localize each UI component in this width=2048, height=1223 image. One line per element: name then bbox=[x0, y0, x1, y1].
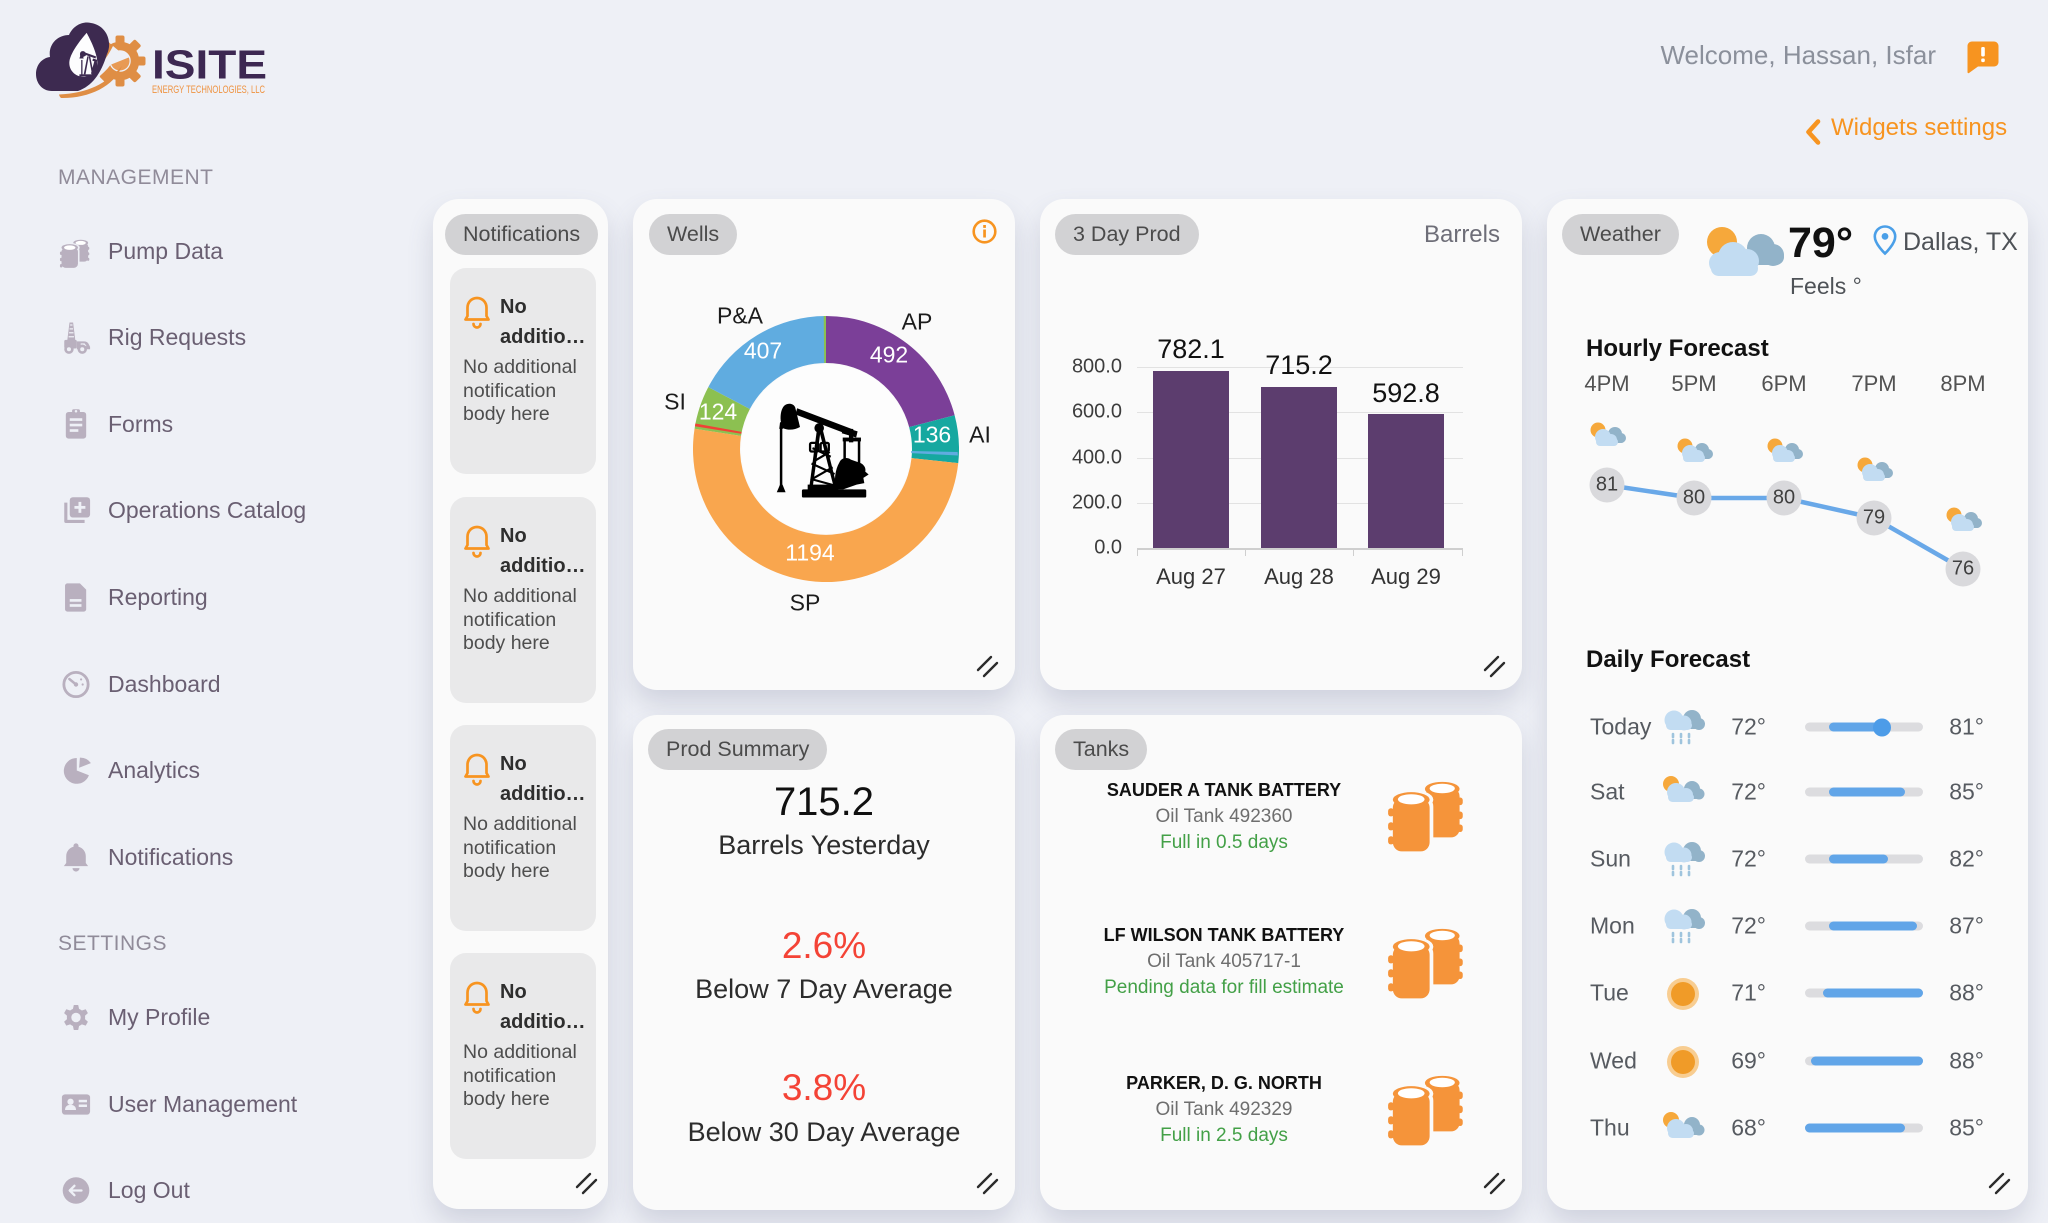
svg-text:ENERGY TECHNOLOGIES, LLC: ENERGY TECHNOLOGIES, LLC bbox=[152, 84, 265, 96]
svg-text:ISITE: ISITE bbox=[152, 42, 267, 88]
